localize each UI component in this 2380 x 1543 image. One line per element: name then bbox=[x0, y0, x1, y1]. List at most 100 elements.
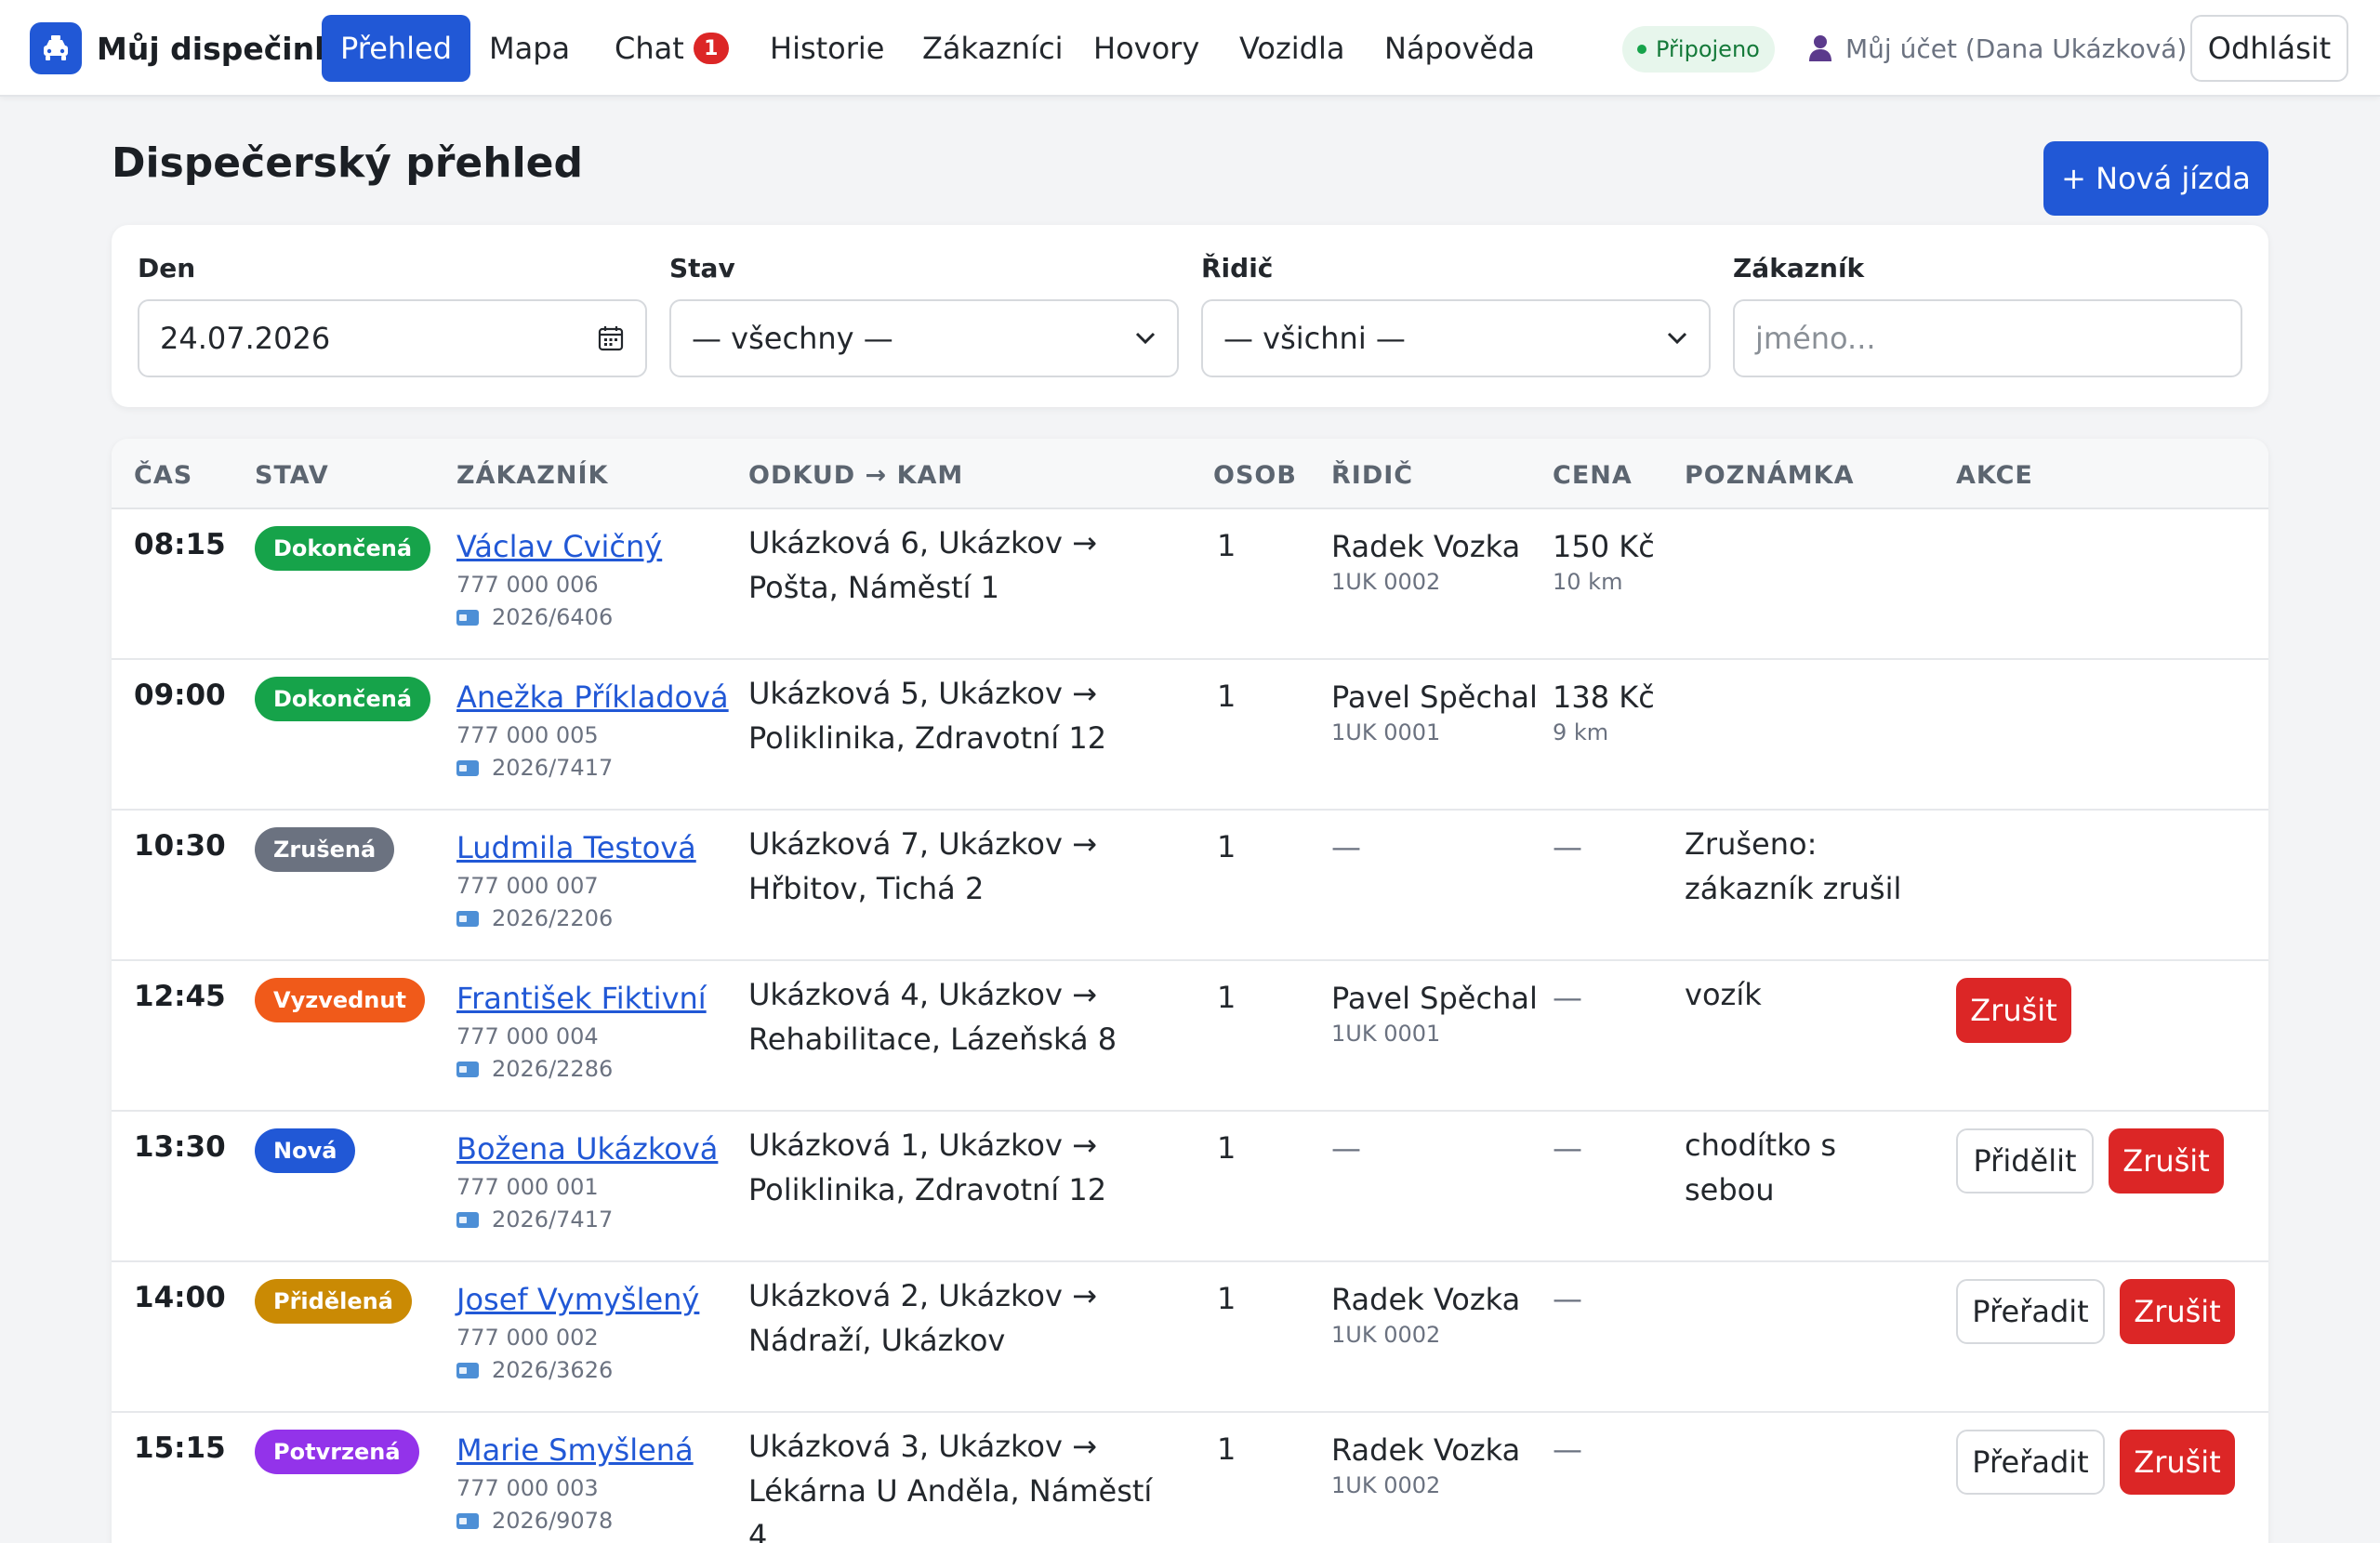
nav-mapa[interactable]: Mapa bbox=[470, 15, 588, 82]
ride-note: vozík bbox=[1685, 977, 1762, 1012]
status-cell: Nová bbox=[255, 1128, 356, 1173]
status-badge: Dokončená bbox=[255, 526, 431, 571]
table-row[interactable]: 09:00 Dokončená Anežka Příkladová 777 00… bbox=[112, 660, 2268, 811]
filter-status-label: Stav bbox=[669, 253, 735, 284]
col-price[interactable]: CENA bbox=[1553, 461, 1633, 490]
calendar-icon[interactable] bbox=[597, 324, 625, 352]
logout-button[interactable]: Odhlásit bbox=[2190, 15, 2348, 82]
cancel-ride-button[interactable]: Zrušit bbox=[1956, 978, 2071, 1043]
table-row[interactable]: 08:15 Dokončená Václav Cvičný 777 000 00… bbox=[112, 509, 2268, 660]
nav-napoveda[interactable]: Nápověda bbox=[1366, 15, 1554, 82]
driver-name: Pavel Spěchal bbox=[1331, 679, 1538, 715]
customer-phone: 777 000 005 bbox=[456, 722, 599, 748]
connection-status-text: Připojeno bbox=[1656, 36, 1760, 62]
assign-driver-button[interactable]: Přidělit bbox=[1956, 1128, 2094, 1194]
price-cell: 150 Kč 10 km bbox=[1553, 528, 1655, 595]
nav-zakaznici[interactable]: Zákazníci bbox=[904, 15, 1082, 82]
customer-link[interactable]: Ludmila Testová bbox=[456, 830, 696, 865]
driver-empty: — bbox=[1331, 1130, 1361, 1166]
passenger-count: 1 bbox=[1217, 829, 1236, 864]
col-status[interactable]: STAV bbox=[255, 461, 329, 490]
new-ride-button[interactable]: + Nová jízda bbox=[2043, 141, 2268, 216]
reassign-driver-button[interactable]: Přeřadit bbox=[1956, 1279, 2105, 1344]
ride-time: 12:45 bbox=[134, 980, 226, 1013]
ride-note: chodítko s sebou bbox=[1685, 1128, 1837, 1207]
ride-note: Zrušeno: zákazník zrušil bbox=[1685, 826, 1902, 906]
table-row[interactable]: 12:45 Vyzvednut František Fiktivní 777 0… bbox=[112, 961, 2268, 1112]
col-note[interactable]: POZNÁMKA bbox=[1685, 461, 1855, 490]
customer-link[interactable]: Božena Ukázková bbox=[456, 1131, 719, 1167]
driver-name: Radek Vozka bbox=[1331, 529, 1521, 564]
table-row[interactable]: 15:15 Potvrzená Marie Smyšlená 777 000 0… bbox=[112, 1413, 2268, 1543]
table-row[interactable]: 13:30 Nová Božena Ukázková 777 000 001 2… bbox=[112, 1112, 2268, 1262]
taxi-icon bbox=[30, 22, 82, 74]
customer-card-number: 2026/9078 bbox=[456, 1504, 694, 1537]
ride-time: 09:00 bbox=[134, 679, 226, 712]
col-route[interactable]: ODKUD → KAM bbox=[748, 461, 964, 490]
nav-label: Vozidla bbox=[1239, 31, 1345, 66]
customer-cell: Václav Cvičný 777 000 006 2026/6406 bbox=[456, 528, 662, 634]
table-row[interactable]: 14:00 Přidělená Josef Vymyšlený 777 000 … bbox=[112, 1262, 2268, 1413]
driver-cell: Radek Vozka 1UK 0002 bbox=[1331, 1431, 1520, 1498]
status-badge: Dokončená bbox=[255, 677, 431, 721]
driver-cell: Radek Vozka 1UK 0002 bbox=[1331, 528, 1520, 595]
nav-hovory[interactable]: Hovory bbox=[1075, 15, 1218, 82]
ride-time: 10:30 bbox=[134, 829, 226, 863]
cancel-ride-button[interactable]: Zrušit bbox=[2120, 1279, 2235, 1344]
customer-card-number: 2026/6406 bbox=[456, 600, 662, 634]
nav-chat[interactable]: Chat 1 bbox=[596, 15, 747, 82]
customer-link[interactable]: Marie Smyšlená bbox=[456, 1432, 694, 1468]
customer-card-number: 2026/7417 bbox=[456, 1203, 718, 1236]
customer-card-number: 2026/2286 bbox=[456, 1052, 707, 1086]
nav-vozidla[interactable]: Vozidla bbox=[1221, 15, 1363, 82]
nav-prehled[interactable]: Přehled bbox=[322, 15, 471, 82]
passenger-count: 1 bbox=[1217, 1431, 1236, 1467]
driver-select[interactable]: — všichni — bbox=[1201, 299, 1711, 377]
cancel-ride-button[interactable]: Zrušit bbox=[2120, 1430, 2235, 1495]
ride-distance: 9 km bbox=[1553, 719, 1609, 745]
col-driver[interactable]: ŘIDIČ bbox=[1331, 461, 1414, 490]
id-card-icon bbox=[456, 1512, 479, 1529]
table-row[interactable]: 10:30 Zrušená Ludmila Testová 777 000 00… bbox=[112, 811, 2268, 961]
customer-cell: Marie Smyšlená 777 000 003 2026/9078 bbox=[456, 1431, 694, 1537]
customer-search-input[interactable]: jméno... bbox=[1733, 299, 2242, 377]
customer-phone: 777 000 003 bbox=[456, 1475, 599, 1501]
vehicle-plate: 1UK 0002 bbox=[1331, 569, 1441, 595]
reassign-driver-button[interactable]: Přeřadit bbox=[1956, 1430, 2105, 1495]
status-cell: Dokončená bbox=[255, 677, 431, 721]
customer-phone: 777 000 002 bbox=[456, 1325, 599, 1351]
customer-link[interactable]: František Fiktivní bbox=[456, 981, 707, 1016]
driver-name: Radek Vozka bbox=[1331, 1432, 1521, 1468]
id-card-icon bbox=[456, 609, 479, 626]
id-card-icon bbox=[456, 1211, 479, 1228]
brand[interactable]: Můj dispečink bbox=[30, 22, 335, 74]
status-badge: Přidělená bbox=[255, 1279, 412, 1324]
nav-historie[interactable]: Historie bbox=[751, 15, 903, 82]
cancel-ride-button[interactable]: Zrušit bbox=[2109, 1128, 2224, 1194]
customer-link[interactable]: Václav Cvičný bbox=[456, 529, 663, 564]
col-time[interactable]: ČAS bbox=[134, 461, 193, 490]
filter-customer: Zákazník jméno... bbox=[1733, 253, 2242, 377]
date-input[interactable]: 24.07.2026 bbox=[138, 299, 647, 377]
top-navbar: Můj dispečink Přehled Mapa Chat 1 Histor… bbox=[0, 0, 2380, 97]
customer-link[interactable]: Josef Vymyšlený bbox=[456, 1282, 700, 1317]
status-select[interactable]: — všechny — bbox=[669, 299, 1179, 377]
account-label: Můj účet (Dana Ukázková) bbox=[1845, 33, 2188, 64]
driver-cell: Pavel Spěchal 1UK 0001 bbox=[1331, 679, 1538, 745]
price-empty: — bbox=[1553, 1281, 1582, 1316]
date-value: 24.07.2026 bbox=[160, 321, 331, 356]
vehicle-plate: 1UK 0002 bbox=[1331, 1472, 1441, 1498]
nav-label: Hovory bbox=[1093, 31, 1200, 66]
chevron-down-icon bbox=[1667, 332, 1687, 345]
route-text: Ukázková 2, Ukázkov → Nádraží, Ukázkov bbox=[748, 1278, 1097, 1358]
status-dot-icon bbox=[1637, 45, 1646, 54]
price-empty: — bbox=[1553, 1130, 1582, 1166]
passenger-count: 1 bbox=[1217, 679, 1236, 714]
customer-link[interactable]: Anežka Příkladová bbox=[456, 679, 729, 715]
account-link[interactable]: Můj účet (Dana Ukázková) bbox=[1808, 24, 2187, 73]
driver-cell: Pavel Spěchal 1UK 0001 bbox=[1331, 980, 1538, 1047]
col-pax[interactable]: OSOB bbox=[1213, 461, 1297, 490]
customer-phone: 777 000 006 bbox=[456, 572, 599, 598]
price-empty: — bbox=[1553, 1431, 1582, 1467]
col-customer[interactable]: ZÁKAZNÍK bbox=[456, 461, 609, 490]
